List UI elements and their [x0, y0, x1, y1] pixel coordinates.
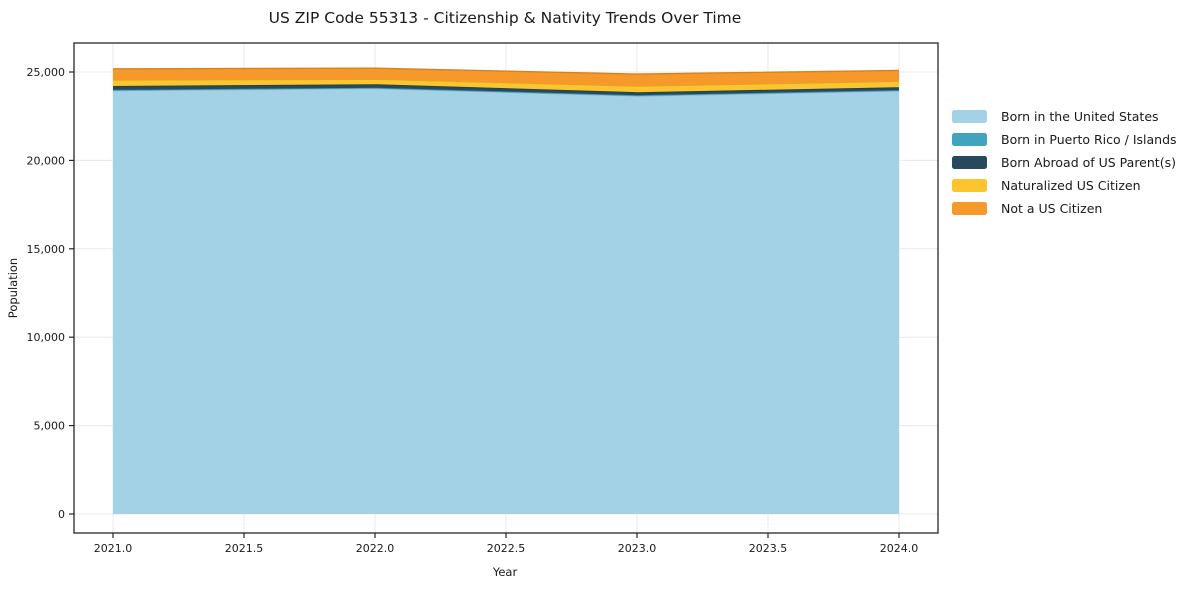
- x-tick-label: 2021.5: [225, 542, 264, 555]
- chart-title: US ZIP Code 55313 - Citizenship & Nativi…: [268, 9, 742, 27]
- legend-item: Born Abroad of US Parent(s): [952, 154, 1177, 170]
- x-tick-label: 2024.0: [880, 542, 919, 555]
- legend-label: Born Abroad of US Parent(s): [1001, 154, 1176, 170]
- x-tick-label: 2021.0: [94, 542, 133, 555]
- y-tick-label: 20,000: [27, 154, 66, 167]
- area-not-a-us-citizen: [113, 68, 899, 87]
- legend-item: Naturalized US Citizen: [952, 177, 1177, 193]
- x-tick-label: 2023.5: [749, 542, 788, 555]
- legend-swatch: [952, 201, 987, 215]
- area-naturalized-us-citizen: [113, 79, 899, 93]
- area-edge-not-a-us-citizen: [112, 67, 900, 75]
- x-tick-label: 2022.0: [356, 542, 395, 555]
- y-tick-label: 0: [58, 508, 65, 521]
- y-tick-label: 5,000: [34, 420, 66, 433]
- legend-swatch: [952, 178, 987, 192]
- legend-item: Born in the United States: [952, 108, 1177, 124]
- y-axis-label: Population: [6, 257, 20, 319]
- legend-label: Born in the United States: [1001, 108, 1159, 124]
- legend-swatch: [952, 155, 987, 169]
- legend: Born in the United States Born in Puerto…: [952, 108, 1177, 216]
- legend-label: Born in Puerto Rico / Islands: [1001, 131, 1177, 147]
- area-born-abroad-of-us-parent-s: [113, 84, 899, 96]
- legend-swatch: [952, 132, 987, 146]
- y-tick-label: 10,000: [27, 331, 66, 344]
- legend-label: Naturalized US Citizen: [1001, 177, 1141, 193]
- y-tick-label: 15,000: [27, 243, 66, 256]
- legend-item: Not a US Citizen: [952, 200, 1177, 216]
- legend-swatch: [952, 109, 987, 123]
- area-born-in-the-united-states: [113, 88, 899, 515]
- x-axis-label: Year: [492, 565, 518, 579]
- x-tick-label: 2022.5: [487, 542, 526, 555]
- x-tick-label: 2023.0: [618, 542, 657, 555]
- legend-item: Born in Puerto Rico / Islands: [952, 131, 1177, 147]
- y-tick-label: 25,000: [27, 66, 66, 79]
- legend-label: Not a US Citizen: [1001, 200, 1103, 216]
